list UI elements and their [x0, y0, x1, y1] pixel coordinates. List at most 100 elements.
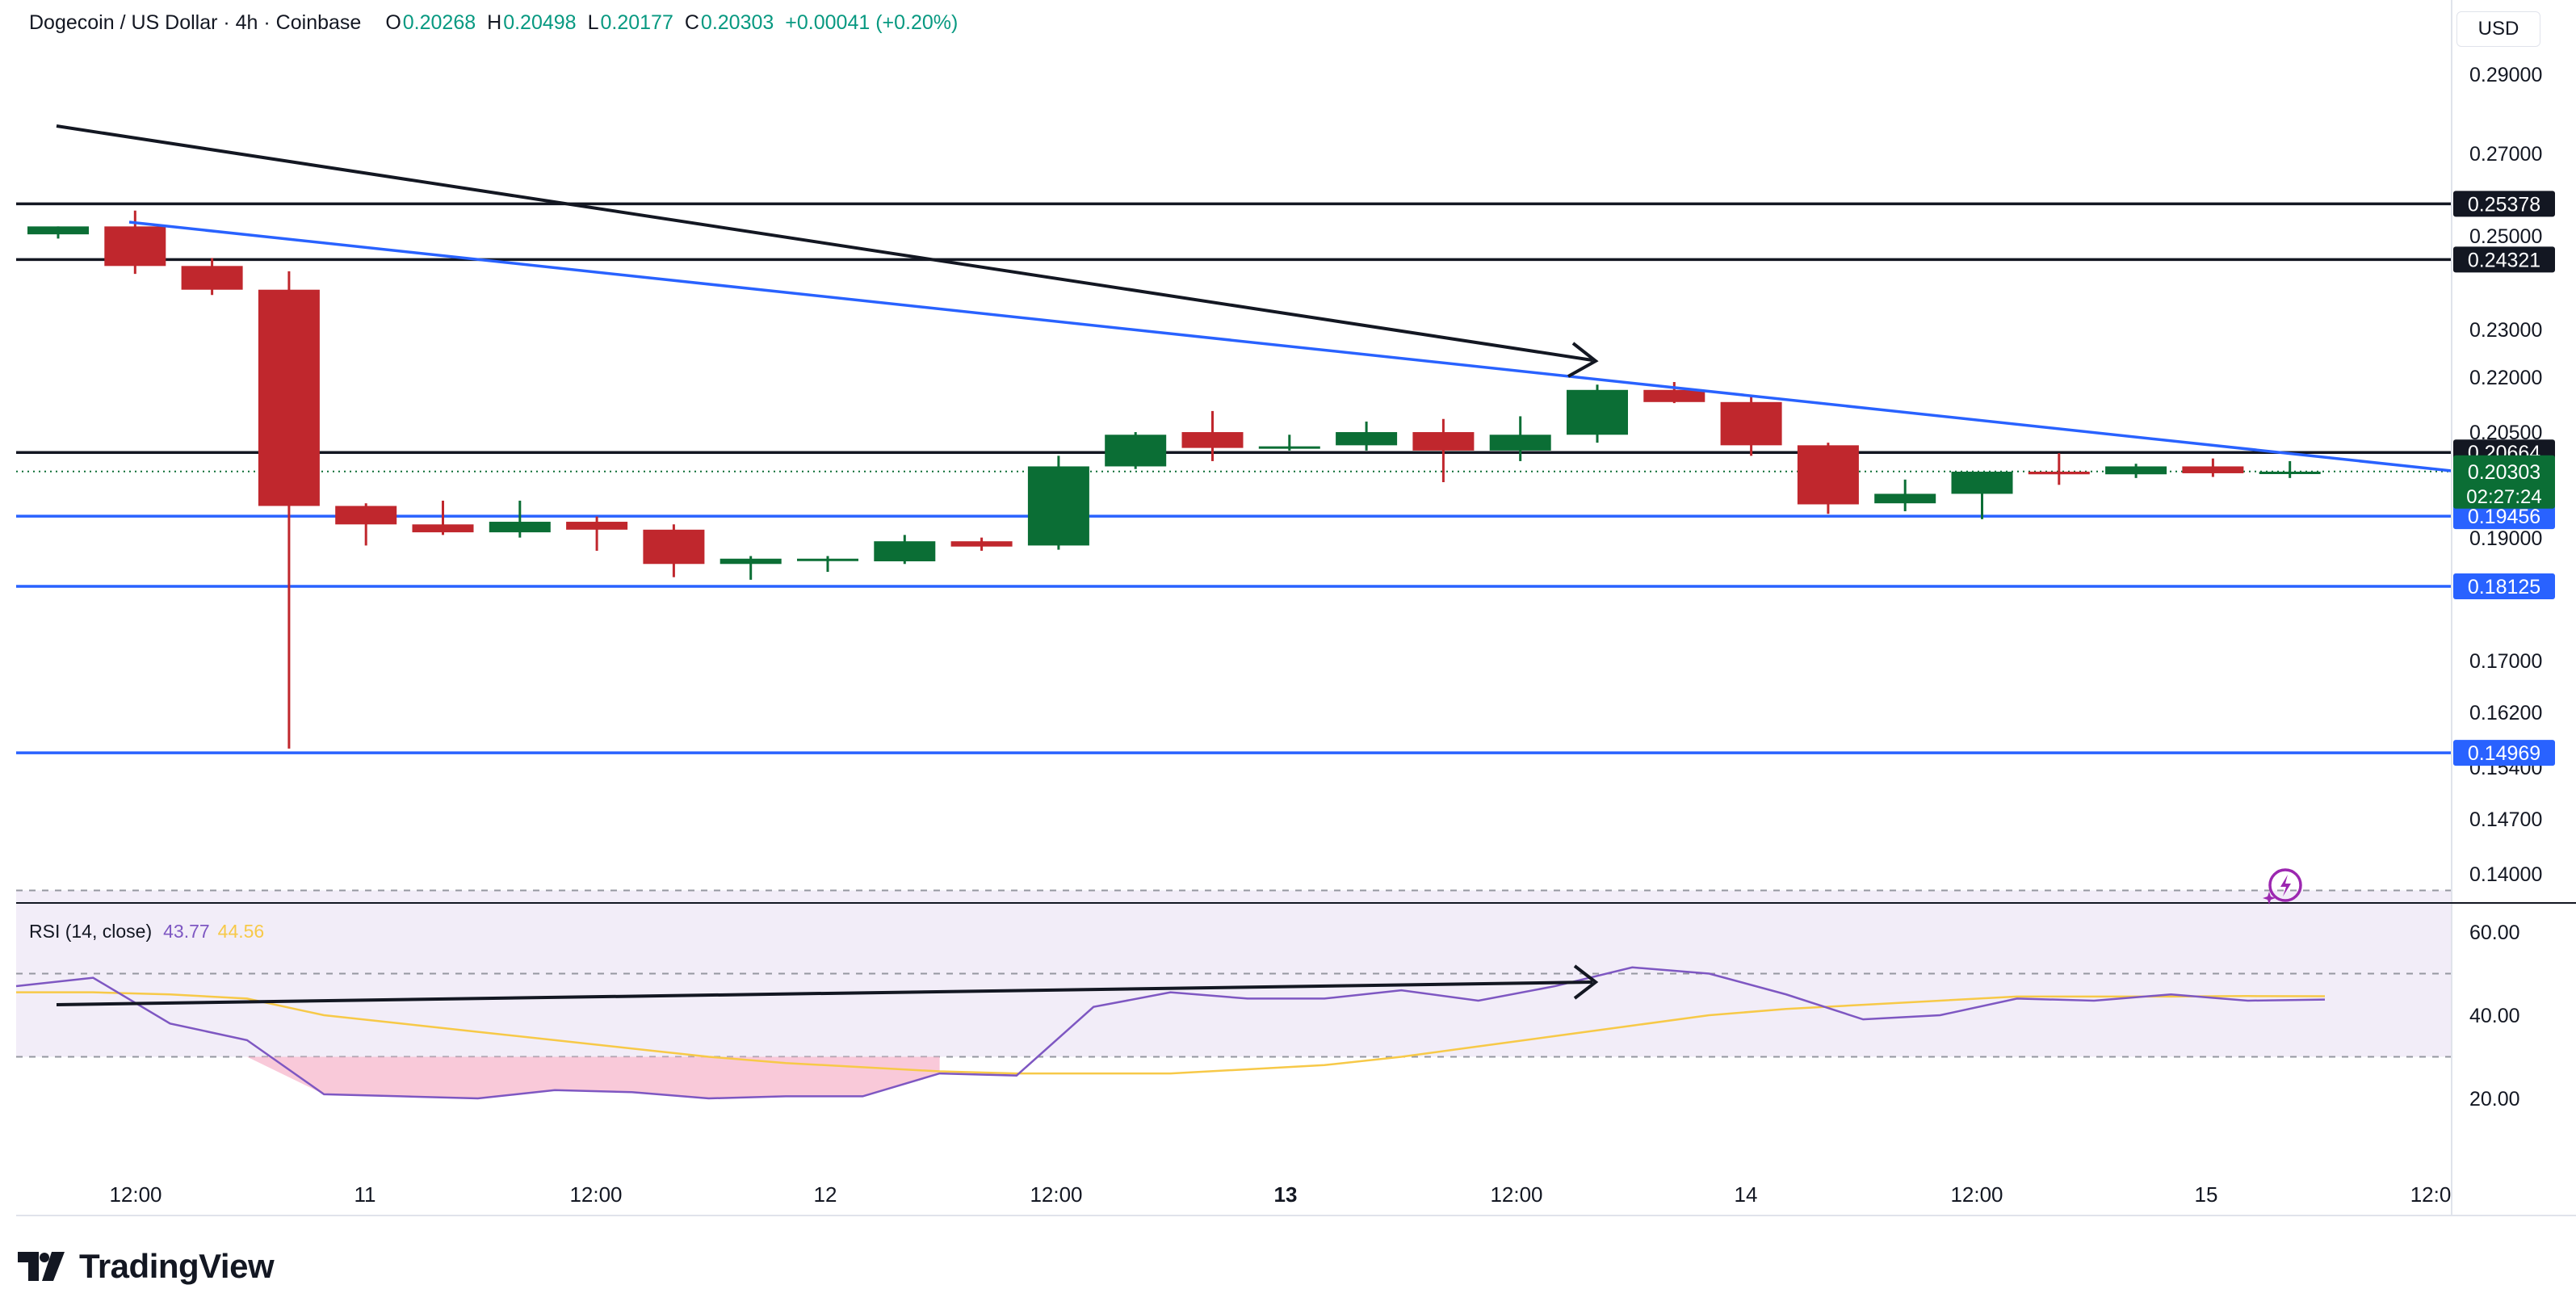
- candle: [2105, 464, 2167, 478]
- rsi-oversold-fill: [246, 1056, 940, 1098]
- rsi-tick-label: 40.00: [2469, 1005, 2520, 1027]
- lightning-icon[interactable]: [2263, 866, 2305, 908]
- time-tick-label: 12:00: [569, 1182, 622, 1207]
- candle: [104, 210, 166, 275]
- candle: [27, 226, 89, 239]
- current-price-label: 0.20303: [2468, 461, 2540, 484]
- candle: [2028, 453, 2090, 485]
- high-label: H: [487, 11, 502, 34]
- candle: [1336, 421, 1398, 451]
- time-tick-label: 12:00: [1490, 1182, 1542, 1207]
- candle: [2182, 458, 2244, 477]
- price-tick-label: 0.23000: [2469, 319, 2542, 342]
- candle-body: [1951, 471, 2013, 494]
- symbol-header: Dogecoin / US Dollar · 4h · Coinbase O 0.…: [29, 11, 958, 35]
- low-value: 0.20177: [600, 11, 673, 34]
- candle: [1027, 456, 1089, 550]
- time-tick-label: 15: [2195, 1182, 2218, 1207]
- candle: [1643, 381, 1705, 404]
- price-tick-label: 0.25000: [2469, 225, 2542, 248]
- candle: [1105, 432, 1167, 469]
- rsi-legend[interactable]: RSI (14, close) 43.77 44.56: [29, 921, 264, 943]
- candle: [566, 516, 628, 551]
- candle: [643, 524, 705, 577]
- candle-body: [1643, 389, 1705, 402]
- candle-body: [1489, 435, 1551, 451]
- axes: 0.290000.270000.250000.230000.220000.205…: [16, 0, 2576, 1216]
- candle-body: [2259, 471, 2321, 474]
- annotation-arrow-price: [56, 124, 1593, 362]
- candle-body: [2105, 466, 2167, 475]
- time-tick-label: 12:00: [109, 1182, 162, 1207]
- brand-name: TradingView: [79, 1247, 275, 1285]
- tradingview-logo[interactable]: TradingView: [18, 1247, 275, 1286]
- rsi-tick-label: 60.00: [2469, 922, 2520, 944]
- candle-body: [1336, 432, 1398, 446]
- candle: [489, 500, 551, 538]
- candle-body: [489, 522, 551, 533]
- candle-body: [1258, 446, 1320, 449]
- rsi-value: 43.77: [163, 921, 210, 942]
- countdown-label: 02:27:24: [2466, 486, 2541, 508]
- candle-body: [412, 524, 474, 533]
- candle-body: [950, 541, 1013, 547]
- symbol-title[interactable]: Dogecoin / US Dollar · 4h · Coinbase: [29, 11, 362, 34]
- candle-body: [2182, 466, 2244, 473]
- candle: [1258, 435, 1320, 451]
- rsi-tick-label: 20.00: [2469, 1088, 2520, 1111]
- time-tick-label: 12:0: [2410, 1182, 2452, 1207]
- candle: [2259, 460, 2321, 478]
- low-label: L: [587, 11, 599, 34]
- candle: [335, 503, 397, 546]
- currency-button[interactable]: USD: [2456, 11, 2540, 47]
- candle-body: [1874, 493, 1936, 504]
- level-price-label: 0.19456: [2468, 506, 2540, 528]
- candle-body: [874, 541, 936, 562]
- price-tick-label: 0.14700: [2469, 808, 2542, 831]
- candle-body: [797, 558, 858, 561]
- rsi-ma-line: [16, 991, 2326, 1075]
- candle: [412, 500, 474, 535]
- price-tick-label: 0.29000: [2469, 64, 2542, 86]
- candle-body: [1797, 445, 1859, 505]
- descending-trendline: [128, 220, 2452, 472]
- candle-body: [1027, 466, 1089, 546]
- level-price-tag: [2453, 573, 2555, 600]
- time-tick-label: 12:00: [1950, 1182, 2003, 1207]
- candle-body: [27, 226, 89, 235]
- candle-body: [335, 506, 397, 525]
- candle: [874, 535, 936, 565]
- candle-body: [720, 558, 782, 565]
- candle: [1567, 384, 1628, 443]
- annotation-arrowhead-price: [1567, 342, 1599, 378]
- candle-body: [2028, 471, 2090, 475]
- level-price-tag: [2453, 740, 2555, 766]
- price-tick-label: 0.19000: [2469, 527, 2542, 550]
- candle: [1489, 416, 1551, 461]
- change-value: +0.00041 (+0.20%): [785, 11, 959, 34]
- level-price-label: 0.14969: [2468, 742, 2540, 765]
- time-tick-label: 12:00: [1030, 1182, 1082, 1207]
- level-price-label: 0.25378: [2468, 193, 2540, 216]
- price-pane: [16, 124, 2452, 754]
- candle: [1951, 471, 2013, 519]
- candle-body: [1181, 432, 1244, 448]
- rsi-pane: [15, 889, 2452, 1100]
- candle-body: [181, 266, 243, 290]
- candle-body: [1105, 435, 1167, 467]
- time-tick-label: 14: [1735, 1182, 1758, 1207]
- rsi-ma-value: 44.56: [217, 921, 265, 942]
- high-value: 0.20498: [503, 11, 577, 34]
- current-price-tag: [2453, 455, 2555, 509]
- level-price-tag: [2453, 503, 2555, 530]
- annotation-arrow-rsi: [56, 980, 1593, 1006]
- tradingview-logo-icon: [18, 1252, 65, 1281]
- candle: [950, 537, 1013, 551]
- rsi-label: RSI (14, close): [29, 921, 153, 942]
- price-tick-label: 0.27000: [2469, 143, 2542, 166]
- time-tick-label: 13: [1274, 1182, 1298, 1207]
- close-label: C: [684, 11, 699, 34]
- candle-body: [258, 289, 320, 506]
- candle-body: [1412, 432, 1475, 451]
